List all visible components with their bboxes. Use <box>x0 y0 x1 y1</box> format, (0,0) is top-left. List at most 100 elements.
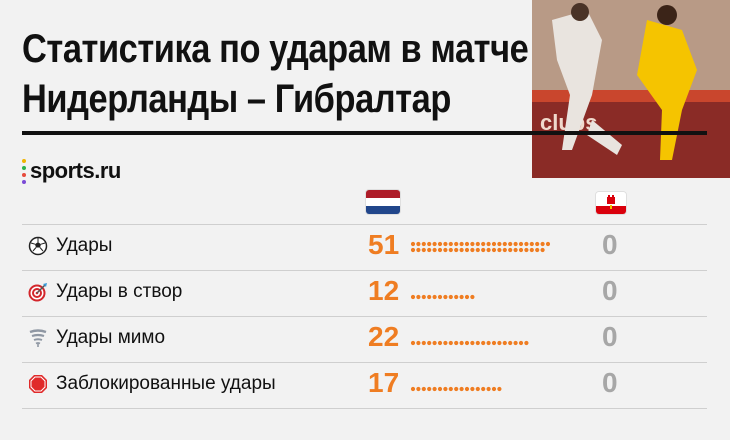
title-line-2: Нидерланды – Гибралтар <box>22 77 451 121</box>
shot-dot <box>518 340 524 346</box>
shot-dot <box>427 386 432 392</box>
shot-dot <box>432 340 437 346</box>
header-photo: clubs <box>532 0 730 178</box>
shot-dot <box>454 247 459 253</box>
shot-dot <box>416 294 421 300</box>
shot-dot <box>508 241 513 247</box>
shot-dot <box>524 247 529 253</box>
shot-dot <box>421 294 426 300</box>
shot-dot <box>421 386 426 392</box>
shot-dot <box>481 340 486 346</box>
shot-dot <box>448 340 453 346</box>
home-value: 12 <box>368 275 400 306</box>
shot-dot <box>524 340 529 346</box>
shot-dot <box>475 247 480 253</box>
table-row: Удары 51 0 <box>22 224 707 270</box>
shot-dot <box>464 241 470 247</box>
shot-dot <box>486 386 491 392</box>
shot-dot <box>421 247 426 253</box>
shot-dot <box>454 294 459 300</box>
shot-dot <box>437 241 443 247</box>
home-dot-bar <box>410 386 502 392</box>
away-value: 0 <box>602 321 618 352</box>
shot-dot <box>518 247 524 253</box>
shot-dot <box>470 386 475 392</box>
shot-dot <box>545 241 550 247</box>
shot-dot <box>502 247 507 253</box>
shot-dot <box>497 247 502 253</box>
page-title: Статистика по ударам в матче Нидерланды … <box>22 24 538 124</box>
shot-dot <box>464 247 470 253</box>
table-row: Удары мимо 22 0 <box>22 316 707 362</box>
shot-dot <box>410 340 416 346</box>
shot-dot <box>454 241 459 247</box>
row-label: Удары <box>56 235 113 256</box>
shot-dot <box>513 340 518 346</box>
shot-dot <box>491 241 497 247</box>
row-label: Заблокированные удары <box>56 373 276 394</box>
shot-dot <box>410 386 416 392</box>
shot-dot <box>459 241 464 247</box>
shot-dot <box>459 340 464 346</box>
title-line-1: Статистика по ударам в матче <box>22 27 529 71</box>
shot-dot <box>410 294 416 300</box>
row-label: Удары в створ <box>56 281 183 302</box>
table-bottom-border <box>22 408 707 409</box>
shot-dot <box>540 247 545 253</box>
row-separator <box>22 224 707 225</box>
home-value: 17 <box>368 367 400 398</box>
shot-dot <box>470 340 475 346</box>
shot-dot <box>486 247 491 253</box>
shot-dot <box>497 241 502 247</box>
shot-dot <box>540 241 545 247</box>
away-value: 0 <box>602 229 618 260</box>
shot-dot <box>529 241 534 247</box>
shot-dot <box>437 247 443 253</box>
shot-dot <box>437 294 443 300</box>
table-row: Заблокированные удары 17 0 <box>22 362 707 408</box>
shot-dot <box>518 241 524 247</box>
shot-dot <box>513 241 518 247</box>
shot-dot <box>508 340 513 346</box>
shot-dot <box>432 386 437 392</box>
shot-dot <box>491 386 497 392</box>
shot-dot <box>470 241 475 247</box>
tornado-icon <box>28 328 48 348</box>
shot-dot <box>459 247 464 253</box>
shot-dot <box>448 386 453 392</box>
shot-dot <box>443 247 448 253</box>
shot-dot <box>470 294 475 300</box>
shot-dot <box>432 294 437 300</box>
shot-dot <box>427 247 432 253</box>
shot-dot <box>535 241 540 247</box>
away-value: 0 <box>602 367 618 398</box>
shot-dot <box>454 386 459 392</box>
shot-dot <box>464 340 470 346</box>
shot-dot <box>481 241 486 247</box>
row-separator <box>22 316 707 317</box>
flag-gibraltar-icon <box>596 192 626 214</box>
shot-dot <box>427 241 432 247</box>
shot-dot <box>410 247 416 253</box>
shot-dot <box>513 247 518 253</box>
row-label: Удары мимо <box>56 327 166 348</box>
away-value: 0 <box>602 275 618 306</box>
shot-dot <box>475 241 480 247</box>
shot-dot <box>443 386 448 392</box>
shot-dot <box>421 241 426 247</box>
shot-dot <box>448 247 453 253</box>
shot-dot <box>535 247 540 253</box>
shot-dot <box>410 241 416 247</box>
home-dot-bar <box>410 241 550 253</box>
shot-dot <box>427 340 432 346</box>
target-icon <box>28 282 48 302</box>
shot-dot <box>529 247 534 253</box>
table-row: Удары в створ 12 0 <box>22 270 707 316</box>
shot-dot <box>475 386 480 392</box>
shot-dot <box>443 340 448 346</box>
shot-dot <box>486 340 491 346</box>
shot-dot <box>459 386 464 392</box>
shot-dot <box>497 386 502 392</box>
logo-text: sports.ru <box>30 158 121 183</box>
title-divider <box>22 131 707 135</box>
